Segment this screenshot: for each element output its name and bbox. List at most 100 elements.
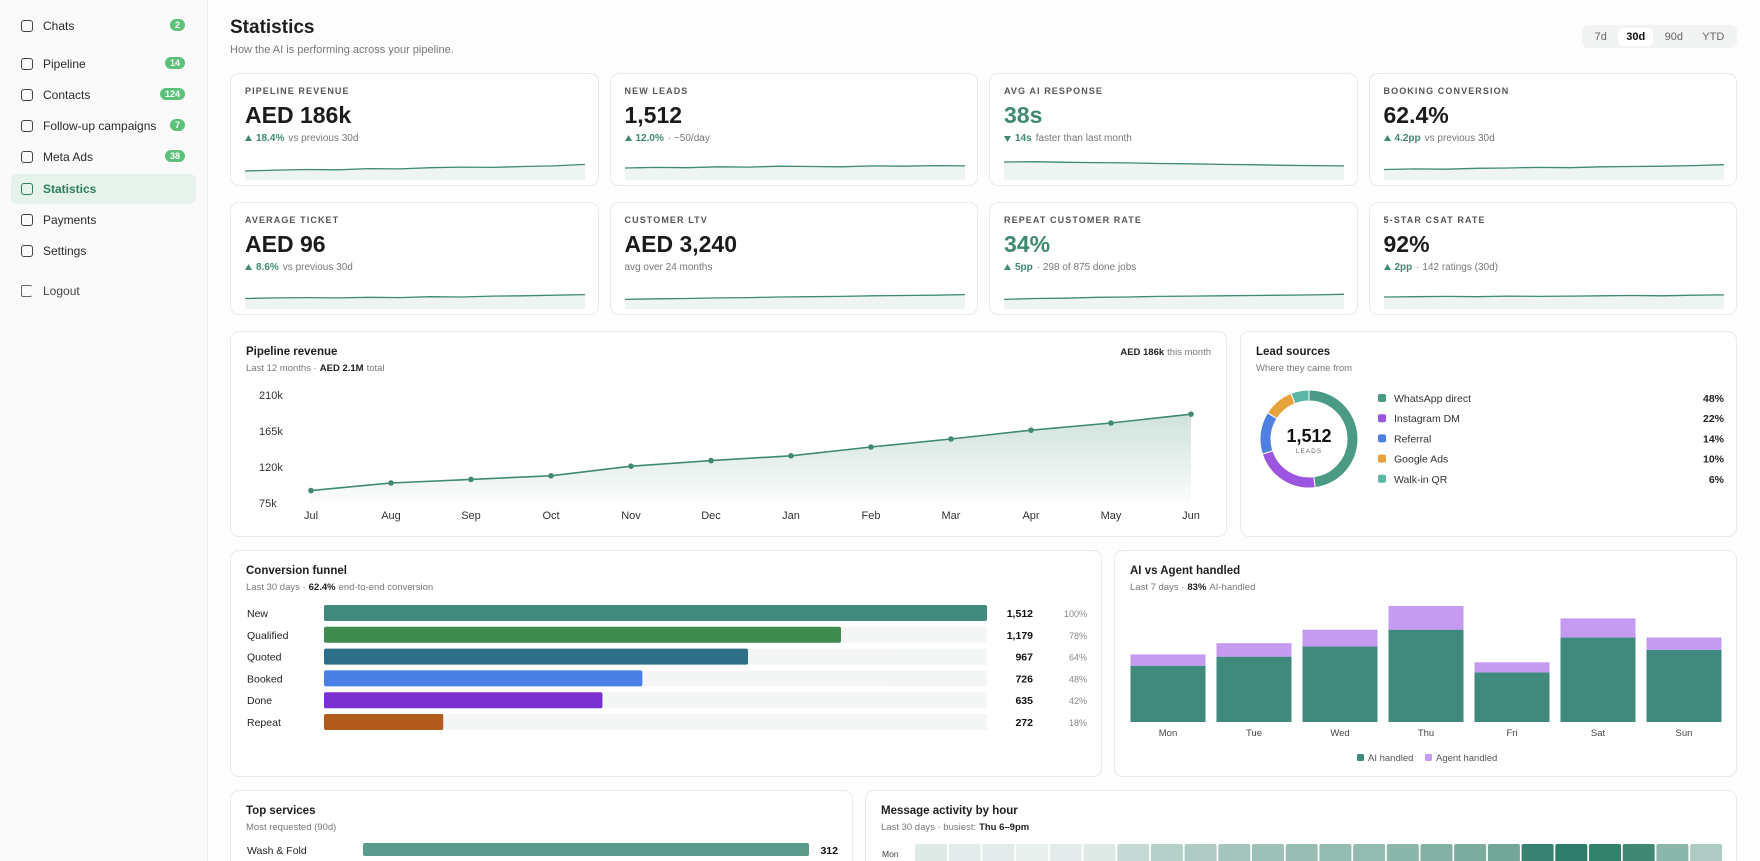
x-tick-label: Jan <box>782 510 800 522</box>
sparkline-line <box>1004 161 1344 167</box>
range-button[interactable]: YTD <box>1702 30 1725 43</box>
trend-arrow-shape <box>624 135 632 141</box>
card-subtitle-strong: AED 2.1M <box>319 363 364 374</box>
sparkline-line <box>624 293 965 301</box>
line-chart: 75k 120k 165k 210k Jul Aug Sep Oct Nov Dec Jan Feb M… <box>259 390 1200 522</box>
trend-arrow-shape <box>1383 135 1391 141</box>
card-subtitle-line: Where they came from <box>1256 363 1352 374</box>
y-tick-label: 165k <box>259 426 283 438</box>
nav-label: Payments <box>43 213 97 227</box>
nav-item[interactable]: Follow-up campaigns 7 <box>11 111 196 141</box>
heat-cell <box>1454 844 1487 861</box>
kpi-card: BOOKING CONVERSION 62.4% 4.2pp vs previous … <box>1368 73 1737 186</box>
range-button[interactable]: 30d <box>1618 27 1654 46</box>
bar-segment <box>1560 637 1636 722</box>
range-button[interactable]: 90d <box>1664 30 1683 43</box>
nav-item[interactable]: Pipeline 14 <box>11 49 196 79</box>
donut-center-label: LEADS <box>1296 448 1322 455</box>
line-point <box>948 436 954 442</box>
sparkline <box>624 164 965 180</box>
kpi-label: CUSTOMER LTV <box>624 215 708 225</box>
trend-arrow <box>245 264 252 270</box>
page-title: Statistics <box>230 17 315 38</box>
bar-segment <box>1474 662 1550 673</box>
headline-line: AED 186k this month <box>1120 347 1211 358</box>
donut-slice <box>1261 450 1316 489</box>
nav-item[interactable]: Contacts 124 <box>11 80 196 110</box>
kpi-note: · 298 of 875 done jobs <box>1036 262 1137 273</box>
kpi-delta: 2pp <box>1394 262 1413 273</box>
card-subtitle: Last 12 months · <box>246 363 317 374</box>
x-tick-label: Sun <box>1676 728 1693 739</box>
nav-label: Contacts <box>43 88 91 102</box>
nav-label: Statistics <box>43 182 97 196</box>
logout[interactable]: Logout <box>11 276 196 306</box>
headline: AED 186k <box>1120 347 1165 358</box>
heat-cell <box>1589 844 1621 861</box>
line-point <box>1188 411 1194 417</box>
logout-icon <box>21 285 32 297</box>
line-point <box>548 473 554 479</box>
kpi-delta-line: 18.4% vs previous 30d <box>245 133 358 144</box>
sparkline-line <box>1004 293 1344 301</box>
nav-badge: 2 <box>169 19 185 31</box>
heat-cell <box>1252 844 1284 861</box>
card-subtitle-strong: Thu 6–9pm <box>979 822 1030 833</box>
nav-icon <box>21 20 33 32</box>
heat-cell <box>1184 844 1217 861</box>
line-point <box>868 444 874 450</box>
legend-swatch <box>1378 414 1386 423</box>
line-point <box>628 463 634 469</box>
x-tick-label: Nov <box>621 510 641 522</box>
bar <box>324 670 643 687</box>
nav-label: Settings <box>43 244 87 258</box>
chart-card: AED 186k this month 75k 120k 165k 210k Jul Aug S… <box>230 331 1227 537</box>
line-point <box>388 480 394 486</box>
sparkline <box>245 163 585 180</box>
trend-arrow-shape <box>245 135 252 141</box>
bar <box>324 692 603 709</box>
trend-arrow-shape <box>1004 264 1011 270</box>
legend-label: AI handled <box>1368 753 1413 764</box>
nav-icon <box>21 245 33 257</box>
nav-item[interactable]: Chats 2 <box>11 11 196 41</box>
kpi-delta: 12.0% <box>635 133 664 144</box>
sparkline-area <box>1383 294 1724 309</box>
bar <box>324 626 841 643</box>
legend-label: WhatsApp direct <box>1394 393 1471 405</box>
kpi-value: 34% <box>1004 231 1051 257</box>
donut-center-value: 1,512 <box>1286 426 1331 446</box>
kpi-delta-line: 5pp · 298 of 875 done jobs <box>1004 262 1136 273</box>
nav-item[interactable]: Statistics <box>11 174 196 204</box>
kpi-value: AED 3,240 <box>624 231 738 257</box>
heat-cell <box>1218 844 1251 861</box>
card-title: Conversion funnel <box>246 565 347 577</box>
sparkline-line <box>245 163 585 172</box>
value-label: 312 <box>820 845 838 857</box>
sparkline <box>1004 293 1344 309</box>
row-label: Mon <box>882 849 899 859</box>
x-tick-label: Sat <box>1591 728 1606 739</box>
nav-badge: 14 <box>164 57 185 69</box>
card-subtitle: Last 30 days · <box>246 582 306 593</box>
kpi-card: AVG AI RESPONSE 38s 14s faster than last mo… <box>989 73 1358 186</box>
nav-item[interactable]: Settings <box>11 236 196 266</box>
nav-item[interactable]: Payments <box>11 205 196 235</box>
sparkline-line <box>1383 294 1724 298</box>
sparkline <box>624 293 965 309</box>
range-button[interactable]: 7d <box>1594 30 1607 43</box>
legend-swatch <box>1378 474 1386 483</box>
category-label: Quoted <box>247 652 282 664</box>
value-label: 635 <box>1015 695 1033 707</box>
card-subtitle: Last 7 days · <box>1130 582 1185 593</box>
card-subtitle-strong: 62.4% <box>308 582 336 593</box>
chart-card: Wash & Fold 312 Top services Most requested… <box>230 790 853 861</box>
kpi-card: NEW LEADS 1,512 12.0% · ~50/day <box>609 73 978 186</box>
kpi-label: REPEAT CUSTOMER RATE <box>1004 215 1143 225</box>
legend-swatch <box>1378 394 1386 402</box>
kpi-note: avg over 24 months <box>624 262 713 273</box>
x-tick-label: Jul <box>304 510 318 522</box>
heat-cell <box>1150 844 1183 861</box>
heat-cell <box>1083 844 1116 861</box>
nav-item[interactable]: Meta Ads 38 <box>11 142 196 172</box>
